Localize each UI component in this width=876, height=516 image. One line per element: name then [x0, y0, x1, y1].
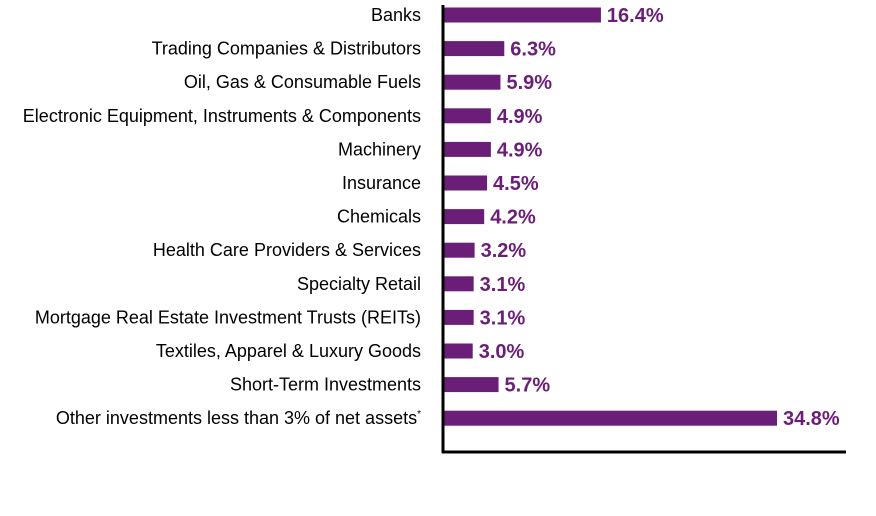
category-labels: Banks Trading Companies & Distributors Oil… [23, 5, 421, 428]
value-label: 5.9% [506, 72, 552, 94]
bar [444, 175, 488, 191]
value-label: 3.1% [480, 307, 526, 329]
value-label: 34.8% [783, 408, 840, 430]
value-labels: 16.4% 6.3% 5.9% 4.9% 4.9% 4.5% 4.2% 3.2% 3.1% 3.1… [479, 5, 840, 430]
bar [444, 108, 491, 124]
bar [444, 141, 491, 157]
value-label: 3.0% [479, 341, 525, 363]
value-label: 4.9% [497, 106, 543, 128]
category-label: Short-Term Investments [230, 375, 421, 395]
value-label: 4.9% [497, 139, 543, 161]
bar [444, 209, 485, 225]
bar [444, 74, 501, 90]
category-label: Electronic Equipment, Instruments & Comp… [23, 106, 421, 126]
value-label: 4.2% [490, 207, 536, 229]
category-label: Textiles, Apparel & Luxury Goods [156, 341, 421, 361]
bar [444, 309, 474, 325]
bar [444, 276, 474, 292]
category-label-text: Other investments less than 3% of net as… [56, 408, 417, 428]
category-label: Specialty Retail [297, 274, 421, 294]
value-label: 3.1% [480, 274, 526, 296]
category-label: Machinery [338, 139, 421, 159]
category-label: Oil, Gas & Consumable Fuels [184, 72, 421, 92]
value-label: 4.5% [493, 173, 539, 195]
bar [444, 377, 499, 393]
value-label: 6.3% [510, 39, 556, 61]
footnote-marker: * [417, 409, 421, 420]
bar [444, 242, 475, 258]
bar [444, 41, 505, 57]
value-label: 5.7% [505, 375, 551, 397]
category-label: Insurance [342, 173, 421, 193]
value-label: 3.2% [481, 240, 527, 262]
category-label: Other investments less than 3% of net as… [56, 408, 421, 428]
value-label: 16.4% [607, 5, 664, 27]
category-label: Trading Companies & Distributors [152, 39, 421, 59]
bar [444, 343, 473, 359]
bar [444, 410, 777, 426]
bars [444, 7, 777, 426]
category-label: Banks [371, 5, 421, 25]
category-label: Chemicals [337, 207, 421, 227]
bar [444, 7, 601, 23]
category-label: Health Care Providers & Services [153, 240, 421, 260]
category-label: Mortgage Real Estate Investment Trusts (… [35, 307, 421, 327]
